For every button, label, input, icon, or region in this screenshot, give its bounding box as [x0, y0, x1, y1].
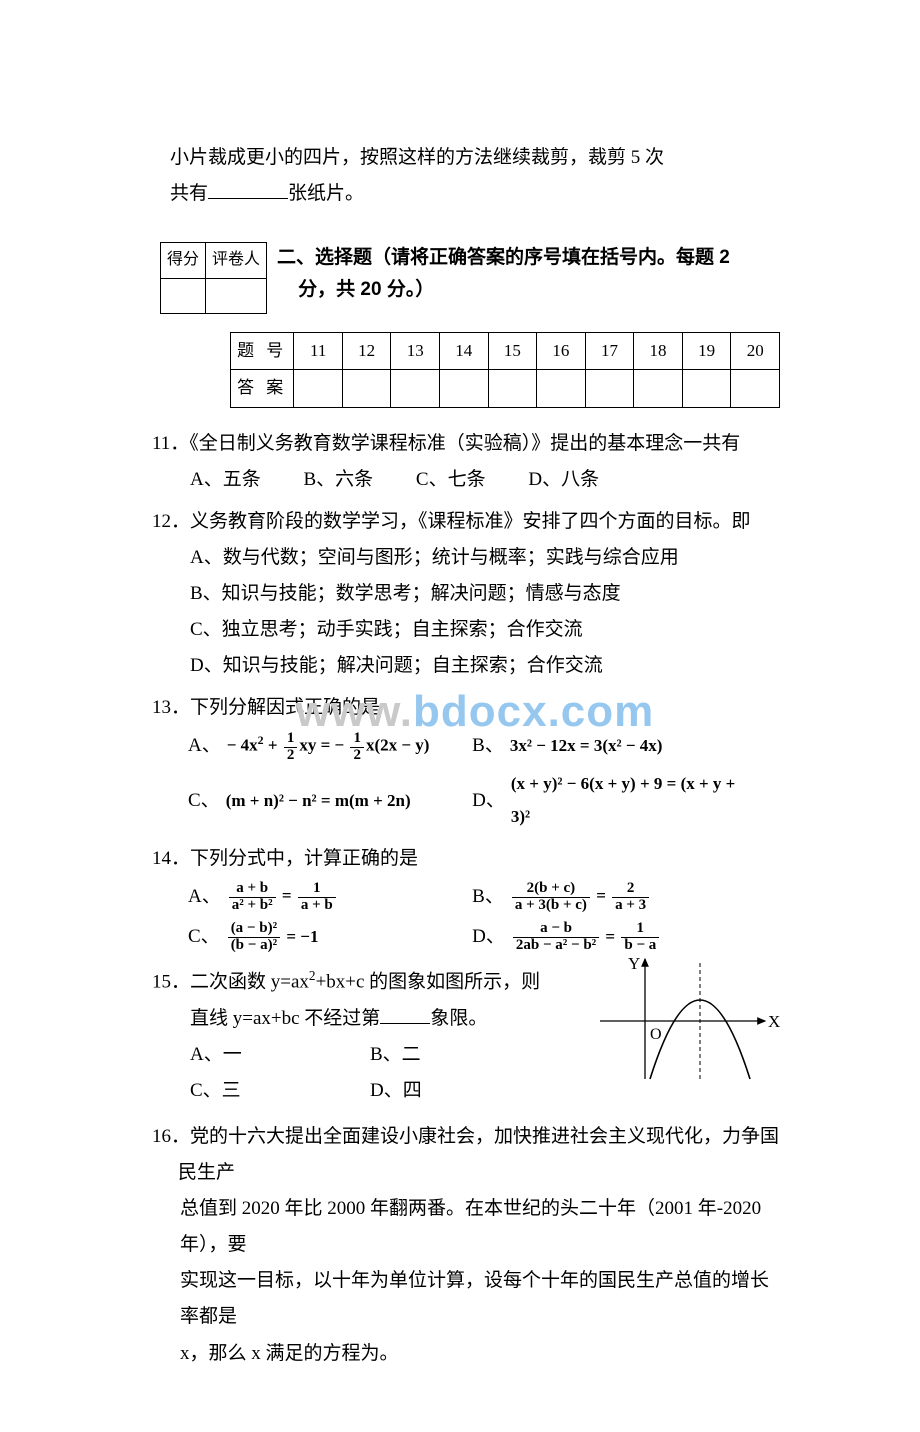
ans-cell[interactable] — [634, 370, 683, 407]
q12-C[interactable]: C、独立思考；动手实践；自主探索；合作交流 — [190, 612, 780, 648]
q15-D[interactable]: D、四 — [370, 1073, 422, 1109]
q14-B[interactable]: B、 2(b + c)a + 3(b + c) = 2a + 3 — [472, 879, 756, 915]
ans-cell[interactable] — [585, 370, 634, 407]
q11-A[interactable]: A、五条 — [190, 462, 261, 498]
q12-A[interactable]: A、数与代数；空间与图形；统计与概率；实践与综合应用 — [190, 540, 780, 576]
ans-cell[interactable] — [682, 370, 731, 407]
ans-row2-label: 答 案 — [231, 370, 294, 407]
score-cell-2[interactable] — [206, 278, 267, 313]
q16-l2: 总值到 2020 年比 2000 年翻两番。在本世纪的头二十年（2001 年-2… — [180, 1191, 780, 1263]
q13-D[interactable]: D、 (x + y)² − 6(x + y) + 9 = (x + y + 3)… — [472, 768, 756, 833]
ans-row1-label: 题 号 — [231, 332, 294, 369]
section-2-title: 二、选择题（请将正确答案的序号填在括号内。每题 2 分，共 20 分。） — [267, 242, 780, 307]
q11-D[interactable]: D、八条 — [528, 462, 599, 498]
q16-l1: 16．党的十六大提出全面建设小康社会，加快推进社会主义现代化，力争国民生产 — [152, 1119, 780, 1191]
ans-col: 20 — [731, 332, 780, 369]
q15-A[interactable]: A、一 — [190, 1037, 370, 1073]
ans-col: 16 — [537, 332, 586, 369]
intro-l2a: 共有 — [170, 183, 208, 204]
answer-table: 题 号 11 12 13 14 15 16 17 18 19 20 答 案 — [230, 332, 780, 408]
blank-fill-2[interactable] — [380, 1004, 430, 1024]
q13-B[interactable]: B、 3x² − 12x = 3(x² − 4x) — [472, 728, 756, 764]
ans-col: 18 — [634, 332, 683, 369]
q16-l4: x，那么 x 满足的方程为。 — [180, 1336, 780, 1372]
q15-options2: C、三 D、四 — [190, 1073, 586, 1109]
blank-fill[interactable] — [208, 179, 288, 199]
svg-text:O: O — [650, 1026, 662, 1043]
q13-A[interactable]: A、 − 4x2 + 12xy = − 12x(2x − y) — [188, 728, 472, 764]
q14-D[interactable]: D、 a − b2ab − a² − b² = 1b − a — [472, 919, 756, 955]
ans-col: 17 — [585, 332, 634, 369]
svg-text:X: X — [768, 1012, 780, 1031]
intro-line2: 共有 张纸片。 — [170, 176, 780, 212]
q14-options: A、 a + ba² + b² = 1a + b B、 2(b + c)a + … — [188, 877, 780, 957]
q12-stem: 12．义务教育阶段的数学学习，《课程标准》安排了四个方面的目标。即 — [152, 504, 780, 540]
ans-col: 13 — [391, 332, 440, 369]
q15-line2: 直线 y=ax+bc 不经过第象限。 — [190, 1001, 586, 1037]
score-label-1: 得分 — [161, 243, 206, 278]
ans-cell[interactable] — [537, 370, 586, 407]
q11-C[interactable]: C、七条 — [416, 462, 486, 498]
q11-stem: 11．《全日制义务教育数学课程标准（实验稿）》提出的基本理念一共有 — [152, 426, 780, 462]
ans-col: 15 — [488, 332, 537, 369]
q11-B[interactable]: B、六条 — [303, 462, 373, 498]
ans-cell[interactable] — [440, 370, 489, 407]
q14-C[interactable]: C、 (a − b)²(b − a)² = −1 — [188, 919, 472, 955]
intro-l2b: 张纸片。 — [288, 183, 364, 204]
score-label-2: 评卷人 — [206, 243, 267, 278]
ans-cell[interactable] — [342, 370, 391, 407]
ans-col: 19 — [682, 332, 731, 369]
q13-options: A、 − 4x2 + 12xy = − 12x(2x − y) B、 3x² −… — [188, 726, 780, 835]
ans-cell[interactable] — [391, 370, 440, 407]
parabola-graph: Y X O — [590, 951, 780, 1086]
score-box: 得分 评卷人 — [160, 242, 267, 314]
svg-text:Y: Y — [628, 954, 640, 973]
q13-C[interactable]: C、 (m + n)² − n² = m(m + 2n) — [188, 768, 472, 833]
q15-C[interactable]: C、三 — [190, 1073, 370, 1109]
ans-cell[interactable] — [294, 370, 343, 407]
ans-cell[interactable] — [731, 370, 780, 407]
q12-options: A、数与代数；空间与图形；统计与概率；实践与综合应用 B、知识与技能；数学思考；… — [190, 540, 780, 684]
ans-col: 12 — [342, 332, 391, 369]
ans-cell[interactable] — [488, 370, 537, 407]
q13-stem: 13．下列分解因式正确的是 — [152, 690, 780, 726]
q15-stem: 15．二次函数 y=ax2+bx+c 的图象如图所示，则 — [152, 963, 586, 1000]
q14-A[interactable]: A、 a + ba² + b² = 1a + b — [188, 879, 472, 915]
q15-B[interactable]: B、二 — [370, 1037, 421, 1073]
q16-l3: 实现这一目标，以十年为单位计算，设每个十年的国民生产总值的增长率都是 — [180, 1263, 780, 1335]
ans-col: 11 — [294, 332, 343, 369]
q11-options: A、五条 B、六条 C、七条 D、八条 — [190, 462, 780, 498]
q14-stem: 14．下列分式中，计算正确的是 — [152, 841, 780, 877]
q12-D[interactable]: D、知识与技能；解决问题；自主探索；合作交流 — [190, 648, 780, 684]
q15-options: A、一 B、二 — [190, 1037, 586, 1073]
ans-col: 14 — [440, 332, 489, 369]
intro-line1: 小片裁成更小的四片，按照这样的方法继续裁剪，裁剪 5 次 — [170, 140, 780, 176]
score-cell-1[interactable] — [161, 278, 206, 313]
q12-B[interactable]: B、知识与技能；数学思考；解决问题；情感与态度 — [190, 576, 780, 612]
